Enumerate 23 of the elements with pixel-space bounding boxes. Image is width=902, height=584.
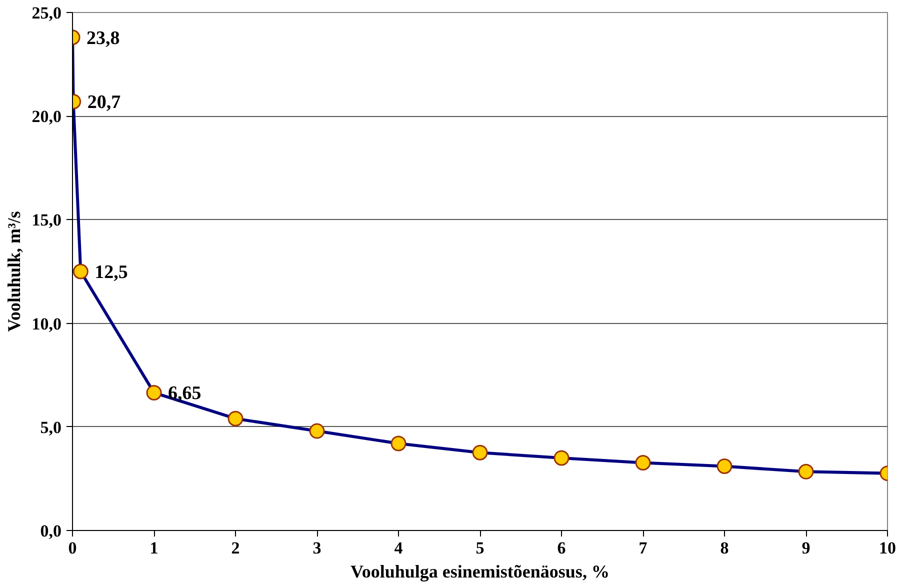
x-tick-label: 5 [476,538,484,558]
x-tick-label: 2 [231,538,240,558]
x-tick-label: 4 [394,538,404,558]
x-tick-label: 0 [68,538,77,558]
x-tick-label: 6 [557,538,566,558]
y-axis-title: Vooluhulk, m³/s [4,211,24,332]
x-tick-label: 9 [802,538,810,558]
y-tick-label: 25,0 [32,4,62,22]
x-tick-label: 1 [150,538,158,558]
y-tick-label: 15,0 [32,210,62,230]
y-tick-label: 10,0 [32,314,62,334]
x-tick-label: 10 [879,538,896,558]
x-tick-label: 3 [312,538,322,558]
x-tick-label: 7 [638,538,648,558]
y-tick-label: 5,0 [40,418,62,437]
x-tick-label: 8 [720,538,729,558]
data-label: 6,65 [168,383,202,404]
y-tick-label: 0,0 [40,522,62,540]
y-tick-label: 20,0 [32,107,62,126]
x-axis-title: Vooluhulga esinemistõenäosus, % [350,562,610,582]
data-label: 12,5 [94,262,128,283]
data-label: 20,7 [87,92,122,114]
data-label: 23,8 [86,28,120,49]
